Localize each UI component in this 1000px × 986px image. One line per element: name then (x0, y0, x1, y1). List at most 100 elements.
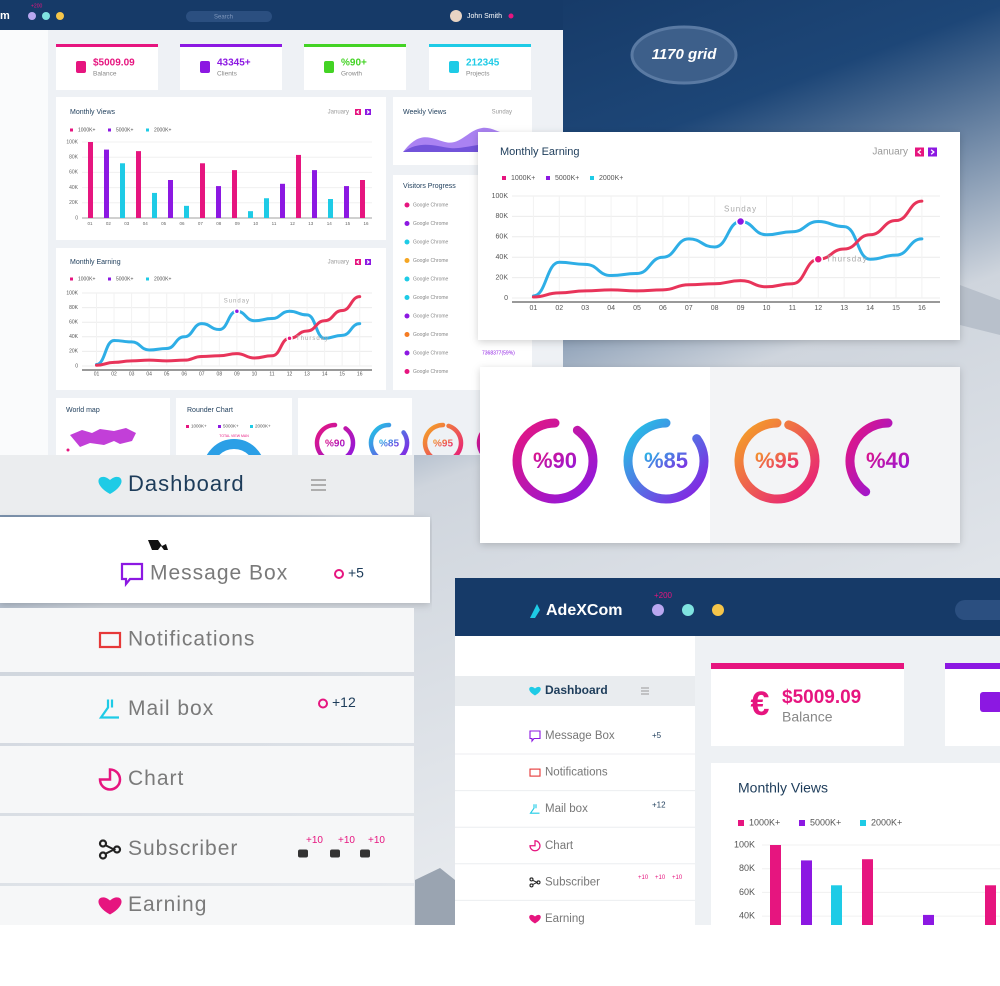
browser-dot (404, 276, 410, 282)
top-bar (0, 0, 563, 30)
browser-dot (404, 332, 410, 337)
row-badge: +5 (652, 731, 662, 740)
card-title: Monthly Views (70, 109, 116, 116)
bar (770, 845, 781, 925)
sidebar-row[interactable] (455, 676, 695, 706)
notification-icon (98, 631, 122, 649)
sidebar-row[interactable] (0, 517, 430, 603)
x-tick-label: 15 (345, 221, 351, 226)
bar (360, 180, 365, 218)
pager-arrow[interactable] (928, 147, 937, 157)
top-bar (455, 578, 1000, 636)
y-tick-label: 40K (496, 254, 509, 261)
annotation-point (286, 335, 293, 342)
sidebar-row[interactable] (0, 746, 414, 813)
y-tick-label: 0 (750, 958, 755, 968)
legend-label: 5000K+ (223, 424, 239, 429)
sidebar-label: Mail box (128, 697, 214, 720)
browser-label: Google Chrome (413, 221, 449, 227)
monthly-earning-card: Monthly Earning January 1000K+ 5000K+ 2000K+… (478, 132, 960, 340)
brand: m (0, 10, 10, 22)
legend-swatch (186, 425, 189, 428)
sidebar-label: Notifications (545, 767, 608, 779)
heart-icon (529, 686, 541, 696)
subscriber-link (105, 844, 117, 855)
stat-label: Balance (93, 71, 117, 78)
legend-label: 2000K+ (599, 175, 623, 182)
browser-dot (404, 350, 410, 356)
sidebar-row[interactable] (0, 886, 414, 925)
bar (801, 860, 812, 925)
y-tick-label: 40K (739, 910, 755, 920)
legend-swatch (146, 277, 149, 281)
heart-icon (98, 476, 122, 494)
legend-swatch (502, 176, 506, 180)
top-icon (56, 12, 64, 20)
x-tick-label: 03 (124, 221, 130, 226)
sidebar-row[interactable] (0, 608, 414, 672)
top-icon[interactable] (652, 604, 664, 616)
progress-label: %95 (433, 439, 453, 450)
badge-icon (334, 569, 344, 579)
x-tick-label: 02 (555, 305, 563, 312)
y-tick-label: 80K (69, 305, 79, 311)
bar (328, 199, 333, 218)
browser-dot (404, 202, 410, 208)
progress-ring (512, 418, 598, 504)
bar (216, 186, 221, 218)
day-label: Sunday (492, 110, 512, 116)
browser-dot (404, 369, 410, 374)
sidebar-row[interactable] (0, 816, 414, 883)
stat-value: 43345+ (217, 58, 251, 69)
stat-accent (429, 44, 531, 47)
y-tick-label: 80K (496, 213, 509, 220)
x-tick-label: 08 (711, 305, 719, 312)
heart-icon (529, 914, 541, 924)
y-tick-label: 60K (739, 887, 755, 897)
legend-label: 5000K+ (555, 175, 579, 182)
subscriber-link (532, 879, 539, 885)
progress-ring (314, 422, 356, 455)
row-badge: +10 (368, 835, 385, 846)
y-tick-label: 60K (69, 170, 79, 176)
stat-label: Growth (341, 71, 362, 78)
bar (280, 183, 285, 218)
notification-icon (529, 768, 541, 777)
x-tick-label: 08 (216, 221, 222, 226)
x-tick-label: 05 (161, 221, 167, 226)
legend-swatch (250, 425, 253, 428)
search-box[interactable] (955, 600, 1000, 620)
world-map (70, 428, 136, 447)
top-icon[interactable] (712, 604, 724, 616)
browser-label: Google Chrome (413, 332, 449, 338)
stat-card (56, 44, 158, 90)
legend-swatch (70, 277, 73, 281)
progress-ring (623, 418, 709, 504)
pager-arrow[interactable] (915, 147, 924, 157)
sidebar-row[interactable] (0, 455, 414, 515)
bar (248, 211, 253, 218)
stat-label: Balance (782, 709, 833, 725)
grid-badge: 1170 grid (630, 25, 738, 85)
stat-icon (449, 61, 459, 73)
logo (530, 604, 540, 618)
sidebar-row[interactable] (0, 676, 414, 743)
sidebar-label: Chart (128, 767, 184, 790)
x-tick-label: 14 (322, 371, 328, 377)
top-icon[interactable] (682, 604, 694, 616)
legend-swatch (546, 176, 550, 180)
stat-value: $5009.09 (782, 687, 861, 708)
bar (296, 154, 301, 218)
x-tick-label: 11 (272, 221, 277, 226)
x-tick-label: 06 (179, 221, 185, 226)
search-box[interactable] (186, 11, 272, 22)
arrow-glyph (366, 110, 370, 114)
bar (104, 149, 109, 218)
card-title: Monthly Views (738, 780, 828, 796)
subscriber-node (98, 851, 108, 860)
x-tick-label: 16 (918, 305, 926, 312)
bar (200, 163, 205, 218)
bar (862, 859, 873, 925)
legend-label: 5000K+ (116, 276, 133, 282)
currency-icon: € (751, 685, 770, 723)
